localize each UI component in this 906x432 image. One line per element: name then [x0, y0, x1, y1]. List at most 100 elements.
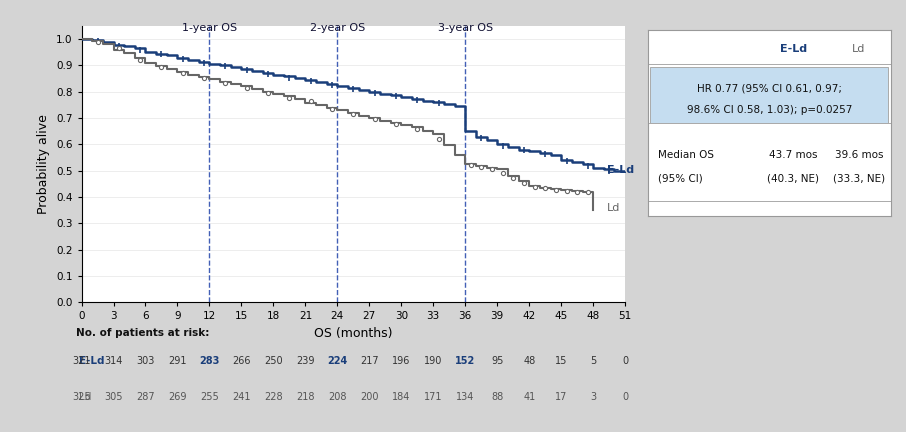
Text: (95% CI): (95% CI): [658, 174, 702, 184]
Point: [111, 45, 126, 52]
Point: [485, 165, 499, 172]
Text: 224: 224: [327, 356, 348, 366]
Point: [581, 189, 595, 196]
Text: (40.3, NE): (40.3, NE): [767, 174, 819, 184]
Point: [474, 164, 488, 171]
Text: 269: 269: [169, 392, 187, 402]
Text: 2-year OS: 2-year OS: [310, 22, 365, 32]
Text: 241: 241: [232, 392, 251, 402]
Point: [324, 81, 339, 88]
Point: [431, 100, 446, 107]
Point: [527, 184, 542, 191]
Text: 291: 291: [169, 356, 187, 366]
Text: 228: 228: [264, 392, 283, 402]
Text: 255: 255: [200, 392, 219, 402]
Text: 218: 218: [296, 392, 314, 402]
Text: Ld: Ld: [607, 203, 621, 213]
Point: [581, 163, 595, 170]
Point: [602, 167, 616, 174]
Point: [133, 47, 148, 54]
Text: E-Ld: E-Ld: [780, 44, 807, 54]
Point: [410, 96, 425, 103]
Point: [431, 136, 446, 143]
Text: 287: 287: [136, 392, 155, 402]
Text: E-Ld: E-Ld: [79, 356, 104, 366]
Point: [218, 63, 233, 70]
Point: [261, 70, 275, 77]
Text: 134: 134: [456, 392, 475, 402]
Point: [176, 55, 190, 62]
Text: 314: 314: [104, 356, 122, 366]
Text: 43.7 mos: 43.7 mos: [769, 150, 818, 160]
Text: (33.3, NE): (33.3, NE): [833, 174, 885, 184]
Text: 5: 5: [590, 356, 596, 366]
Point: [111, 43, 126, 50]
Text: Ld: Ld: [79, 392, 92, 402]
Point: [559, 158, 573, 165]
Text: HR 0.77 (95% CI 0.61, 0.97;: HR 0.77 (95% CI 0.61, 0.97;: [697, 84, 842, 94]
Point: [559, 187, 573, 194]
Text: 321: 321: [72, 356, 91, 366]
Point: [410, 125, 425, 132]
Text: 1-year OS: 1-year OS: [182, 22, 237, 32]
Point: [496, 142, 510, 149]
Text: 200: 200: [360, 392, 379, 402]
Point: [261, 89, 275, 96]
Point: [304, 98, 318, 105]
Point: [516, 147, 531, 154]
Text: 95: 95: [491, 356, 504, 366]
Point: [218, 79, 233, 86]
Text: 171: 171: [424, 392, 442, 402]
Point: [368, 89, 382, 96]
Point: [474, 135, 488, 142]
Point: [304, 77, 318, 84]
Point: [516, 180, 531, 187]
Point: [570, 188, 584, 195]
Point: [133, 57, 148, 64]
Text: 3: 3: [590, 392, 596, 402]
Point: [239, 84, 254, 91]
Point: [346, 85, 361, 92]
FancyBboxPatch shape: [651, 67, 888, 123]
Text: 217: 217: [360, 356, 379, 366]
Point: [282, 94, 296, 101]
Point: [549, 186, 564, 193]
Text: Ld: Ld: [853, 44, 866, 54]
Point: [197, 59, 211, 66]
X-axis label: OS (months): OS (months): [314, 327, 392, 340]
Point: [197, 75, 211, 82]
Text: 0: 0: [622, 356, 628, 366]
Text: No. of patients at risk:: No. of patients at risk:: [76, 327, 209, 338]
Text: E-Ld: E-Ld: [607, 165, 634, 175]
Text: 325: 325: [72, 392, 91, 402]
Point: [176, 70, 190, 77]
Point: [389, 121, 403, 127]
Point: [538, 151, 553, 158]
Text: 305: 305: [104, 392, 123, 402]
Text: 196: 196: [392, 356, 410, 366]
Text: 15: 15: [555, 356, 567, 366]
Y-axis label: Probability alive: Probability alive: [37, 114, 51, 214]
Point: [506, 175, 520, 182]
Text: 208: 208: [328, 392, 347, 402]
Point: [154, 64, 169, 71]
Point: [282, 74, 296, 81]
Point: [346, 111, 361, 118]
Text: 283: 283: [199, 356, 219, 366]
Point: [389, 92, 403, 99]
Text: 41: 41: [523, 392, 535, 402]
Point: [91, 38, 105, 44]
Point: [368, 116, 382, 123]
Point: [463, 162, 477, 168]
Point: [91, 39, 105, 46]
Text: 266: 266: [232, 356, 251, 366]
Text: 184: 184: [392, 392, 410, 402]
Text: 88: 88: [491, 392, 504, 402]
Text: 152: 152: [455, 356, 476, 366]
Text: 250: 250: [264, 356, 283, 366]
Point: [239, 67, 254, 73]
Point: [496, 169, 510, 176]
Text: 48: 48: [523, 356, 535, 366]
Point: [154, 51, 169, 58]
Point: [538, 185, 553, 192]
